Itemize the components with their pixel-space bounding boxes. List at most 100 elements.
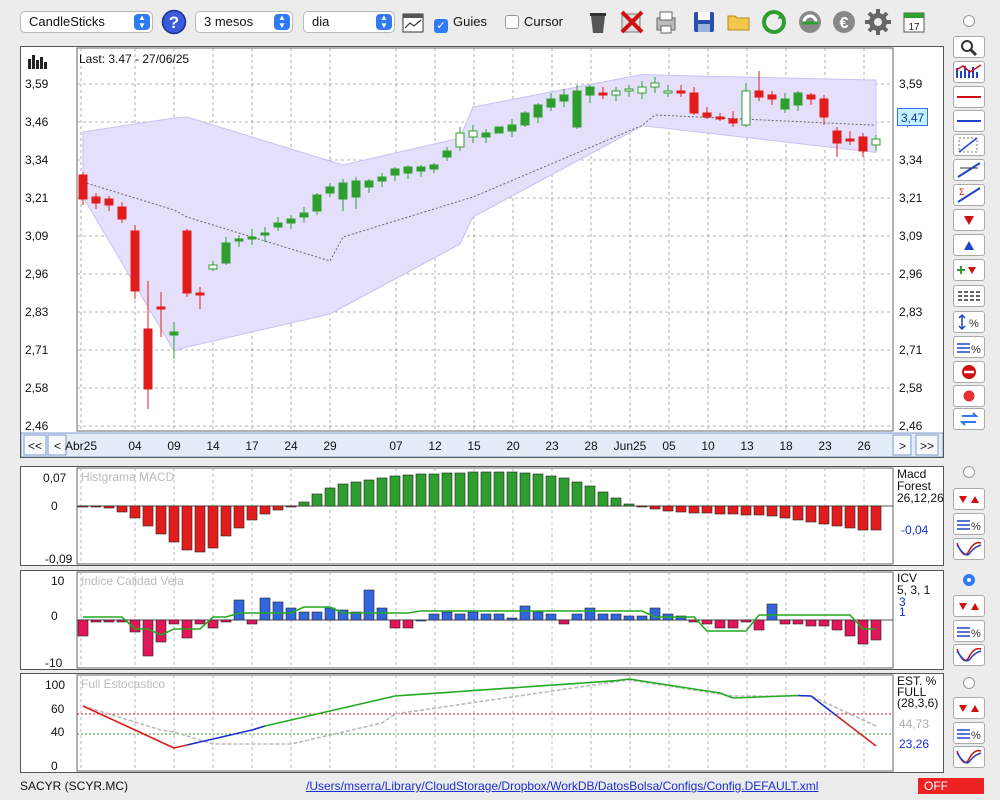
chart-window-icon[interactable] — [402, 12, 424, 34]
period-select[interactable]: 3 mesos ▲ ▼ — [195, 11, 293, 33]
calendar-icon[interactable]: 17 — [900, 8, 928, 36]
off-indicator[interactable]: OFF — [918, 778, 984, 794]
icv-bar — [129, 619, 141, 633]
icv-bar — [805, 619, 817, 627]
config-path-link[interactable]: /Users/mserra/Library/CloudStorage/Dropb… — [306, 779, 819, 793]
macd-move-button[interactable] — [953, 488, 985, 510]
trash-icon[interactable] — [584, 8, 612, 36]
fibonacci-icon: Σ — [957, 187, 981, 203]
macd-panel[interactable]: 0,07 0 -0,09 Histgrama MACD Macd Forest 26,12,… — [20, 466, 944, 566]
price-chart[interactable]: 3,593,593,463,463,343,343,213,213,093,09… — [21, 47, 943, 457]
trendline-button[interactable] — [953, 159, 985, 181]
stoch-d-line — [82, 679, 877, 745]
y-tick-label-left: 2,83 — [25, 305, 49, 319]
icv-curve-button[interactable] — [953, 644, 985, 666]
stoch-lines-button[interactable]: % — [953, 722, 985, 744]
icv-bar — [506, 617, 518, 621]
lines-percent-button[interactable]: % — [953, 336, 985, 358]
guides-checkbox[interactable]: ✓ Guies — [434, 13, 487, 33]
candle — [689, 92, 699, 114]
indicator-button[interactable] — [953, 61, 985, 83]
y-tick-label-right: 2,83 — [899, 305, 923, 319]
candle — [273, 222, 283, 228]
nav-last-button[interactable]: >> — [915, 434, 939, 456]
horizontal-line-blue-button[interactable] — [953, 110, 985, 132]
bar-chart-icon-bar — [28, 59, 31, 69]
refresh-icon[interactable] — [760, 8, 788, 36]
stoch-curve-button[interactable] — [953, 746, 985, 768]
macd-curve-button[interactable] — [953, 538, 985, 560]
lines-percent-icon: % — [957, 520, 981, 533]
y-tick-label-right: 2,58 — [899, 381, 923, 395]
chevron-updown-icon: ▲ ▼ — [274, 14, 290, 30]
icv-bar — [311, 611, 323, 621]
panel-radio-stochastic[interactable] — [963, 677, 975, 689]
sync-icon[interactable] — [796, 8, 824, 36]
nav-next-button[interactable]: > — [892, 434, 912, 456]
save-icon[interactable] — [690, 8, 718, 36]
stop-button[interactable] — [953, 361, 985, 383]
y-tick-label: -0,09 — [45, 552, 73, 565]
nav-prev-button[interactable]: < — [47, 434, 67, 456]
interval-select[interactable]: dia ▲ ▼ — [303, 11, 395, 33]
stoch-move-button[interactable] — [953, 697, 985, 719]
panel-radio-macd[interactable] — [963, 466, 975, 478]
arrow-up-button[interactable] — [953, 234, 985, 256]
add-remove-button[interactable] — [953, 259, 985, 281]
chart-type-select[interactable]: CandleSticks ▲ ▼ — [20, 11, 153, 33]
cursor-checkbox[interactable]: Cursor — [505, 13, 563, 31]
x-tick-label: 15 — [467, 439, 481, 453]
swap-button[interactable] — [953, 408, 985, 430]
stochastic-chart[interactable]: 100 60 40 0 Full Estocastico EST. %FULL(28,3,… — [21, 674, 943, 772]
candle — [715, 116, 725, 120]
candle — [819, 98, 829, 118]
fibonacci-button[interactable]: Σ — [953, 184, 985, 206]
nav-button-frame — [23, 434, 47, 456]
stochastic-panel[interactable]: 100 60 40 0 Full Estocastico EST. % FULL (28,3,… — [20, 673, 944, 773]
svg-text:%: % — [971, 628, 981, 640]
delete-icon[interactable] — [618, 8, 646, 36]
candle — [143, 328, 153, 390]
nav-first-button[interactable]: << — [23, 434, 47, 456]
macd-bar — [844, 505, 856, 529]
y-tick-label: 40 — [51, 725, 65, 739]
icv-move-button[interactable] — [953, 595, 985, 617]
macd-lines-button[interactable]: % — [953, 513, 985, 535]
panel-radio-price[interactable] — [963, 15, 975, 27]
macd-chart[interactable]: 0,07 0 -0,09 Histgrama MACD MacdForest26,12,… — [21, 467, 943, 565]
channel-button[interactable] — [953, 134, 985, 156]
x-tick-label: 14 — [206, 439, 220, 453]
horizontal-line-red-button[interactable] — [953, 86, 985, 108]
icv-bar — [90, 619, 102, 623]
record-button[interactable] — [953, 385, 985, 407]
help-icon[interactable]: ? — [161, 9, 187, 35]
panel-radio-icv[interactable] — [963, 574, 975, 586]
macd-bar — [818, 505, 830, 525]
icv-lines-button[interactable]: % — [953, 620, 985, 642]
side-label: EST. % — [897, 674, 937, 688]
macd-bar — [246, 505, 258, 521]
move-updown-icon — [959, 705, 979, 712]
gear-icon[interactable] — [864, 8, 892, 36]
macd-bar — [376, 477, 388, 507]
price-chart-panel[interactable]: 3,593,593,463,463,343,343,213,213,093,09… — [20, 46, 944, 458]
zoom-button[interactable] — [953, 36, 985, 58]
grid-lines-button[interactable] — [953, 285, 985, 307]
nav-button-label: >> — [920, 439, 934, 453]
print-icon[interactable] — [652, 8, 680, 36]
icv-bar — [623, 615, 635, 621]
macd-bar — [337, 483, 349, 507]
macd-bar — [363, 479, 375, 507]
svg-text:€: € — [840, 15, 849, 32]
icv-bar — [363, 589, 375, 621]
arrow-down-button[interactable] — [953, 209, 985, 231]
scale-percent-button[interactable]: % — [953, 311, 985, 333]
stoch-k-line-turning — [797, 694, 838, 717]
open-folder-icon[interactable] — [725, 8, 753, 36]
candle — [702, 112, 712, 118]
candle — [871, 138, 881, 146]
currency-icon[interactable]: € — [830, 8, 858, 36]
y-tick-label: -10 — [45, 656, 63, 669]
